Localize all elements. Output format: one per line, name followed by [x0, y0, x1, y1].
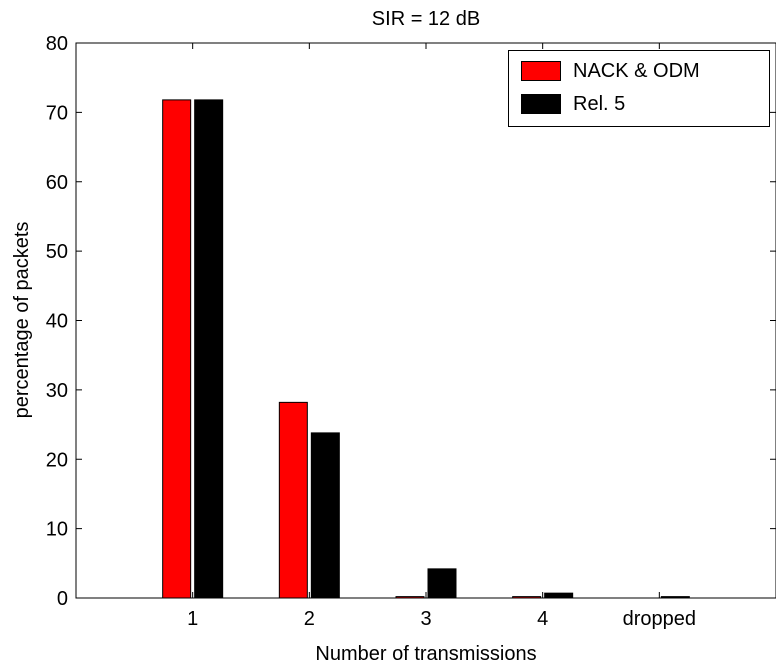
bar-series-2-cat-1 — [194, 99, 224, 599]
y-tick-label: 0 — [57, 588, 68, 610]
x-axis-ticks: 1 2 3 4 dropped — [187, 43, 696, 630]
bars — [162, 99, 690, 599]
y-tick-label: 70 — [46, 102, 68, 124]
bar-series-1-cat-1 — [162, 99, 192, 599]
legend-item-series-2: Rel. 5 — [521, 93, 625, 115]
x-axis-label: Number of transmissions — [315, 643, 536, 665]
bar-series-1-cat-2 — [278, 401, 308, 599]
y-tick-label: 40 — [46, 311, 68, 333]
bar-series-2-cat-2 — [310, 432, 340, 599]
bar-series-2-cat-5 — [660, 596, 690, 599]
y-tick-label: 10 — [46, 519, 68, 541]
y-axis-label: percentage of packets — [11, 222, 33, 419]
y-axis-ticks: 0 10 20 30 40 50 60 70 80 — [46, 33, 776, 610]
chart-title: SIR = 12 dB — [372, 8, 480, 30]
legend-item-series-1: NACK & ODM — [521, 60, 700, 82]
legend-swatch-series-2 — [521, 94, 561, 114]
y-tick-label: 50 — [46, 241, 68, 263]
legend-label-series-2: Rel. 5 — [573, 92, 626, 115]
legend: NACK & ODM Rel. 5 — [508, 50, 770, 127]
x-tick-label: 3 — [420, 608, 431, 630]
legend-swatch-series-1 — [521, 61, 561, 81]
y-tick-label: 20 — [46, 449, 68, 471]
y-tick-label: 30 — [46, 380, 68, 402]
legend-label-series-1: NACK & ODM — [573, 59, 700, 82]
bar-series-1-cat-3 — [395, 596, 425, 599]
x-tick-label: 2 — [304, 608, 315, 630]
x-tick-label: dropped — [623, 608, 696, 630]
y-tick-label: 60 — [46, 172, 68, 194]
y-tick-label: 80 — [46, 33, 68, 55]
x-tick-label: 4 — [537, 608, 548, 630]
bar-series-2-cat-4 — [544, 592, 574, 599]
bar-series-2-cat-3 — [427, 568, 457, 599]
x-tick-label: 1 — [187, 608, 198, 630]
bar-series-1-cat-4 — [512, 596, 542, 599]
